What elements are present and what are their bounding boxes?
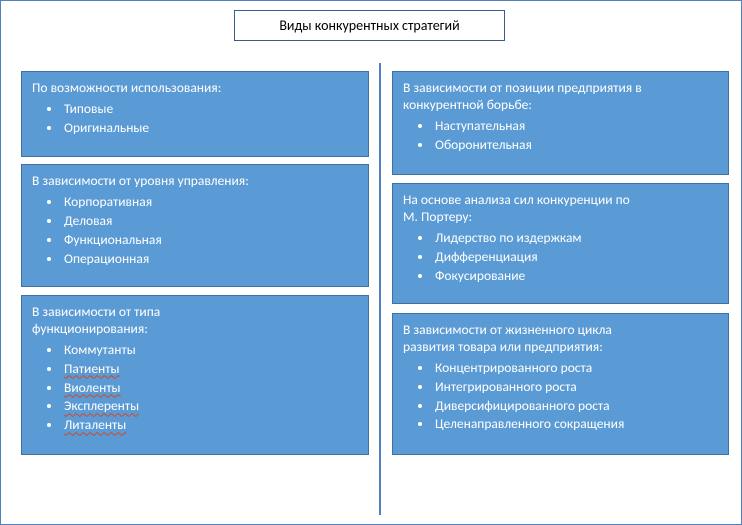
list-item: Типовые (62, 101, 358, 118)
card-list: Типовые Оригинальные (32, 101, 358, 137)
list-item: Лидерство по издержкам (433, 230, 718, 247)
card-list: Наступательная Оборонительная (403, 118, 718, 154)
list-item: Оборонительная (433, 137, 718, 154)
card-list: Коммутанты Патиенты ВиолентыЭксплеренты Лит… (32, 342, 358, 434)
list-item: Целенаправленного сокращения (433, 416, 718, 433)
list-item: Оригинальные (62, 120, 358, 137)
card-heading: В зависимости от уровня управления: (32, 173, 358, 190)
vertical-divider (379, 63, 381, 515)
title-box: Виды конкурентных стратегий (234, 10, 505, 41)
card-heading: В зависимости от типафункционирования: (32, 304, 358, 338)
card-heading: На основе анализа сил конкуренции поМ. П… (403, 192, 718, 226)
card-c5: На основе анализа сил конкуренции поМ. П… (392, 183, 729, 304)
card-list: Корпоративная Деловая Функциональная Операц… (32, 194, 358, 268)
card-c1: По возможности использования: Типовые Ориг… (21, 71, 369, 157)
list-item: Интегрированного роста (433, 379, 718, 396)
card-heading: В зависимости от жизненного цикларазвити… (403, 322, 718, 356)
list-item: Корпоративная (62, 194, 358, 211)
diagram-frame: Виды конкурентных стратегий По возможнос… (0, 0, 742, 525)
card-list: Лидерство по издержкам Дифференциация Фоку… (403, 230, 718, 285)
card-c2: В зависимости от уровня управления: Корпо… (21, 164, 369, 287)
card-heading: В зависимости от позиции предприятия вко… (403, 80, 718, 114)
list-item: Деловая (62, 213, 358, 230)
card-c4: В зависимости от позиции предприятия вко… (392, 71, 729, 175)
card-heading: По возможности использования: (32, 80, 358, 97)
card-list: Концентрированного роста Интегрированного… (403, 360, 718, 434)
list-item: Литаленты (62, 417, 358, 434)
list-item: Фокусирование (433, 268, 718, 285)
list-item: Диверсифицированного роста (433, 398, 718, 415)
list-item: Функциональная (62, 232, 358, 249)
list-item: Операционная (62, 251, 358, 268)
list-item: Коммутанты (62, 342, 358, 359)
list-item: Эксплеренты (62, 398, 358, 415)
list-item: Дифференциация (433, 249, 718, 266)
list-item: Виоленты (62, 380, 358, 397)
card-c6: В зависимости от жизненного цикларазвити… (392, 313, 729, 455)
title-text: Виды конкурентных стратегий (279, 17, 459, 34)
list-item: Патиенты (62, 361, 358, 378)
card-c3: В зависимости от типафункционирования: Ко… (21, 295, 369, 455)
list-item: Наступательная (433, 118, 718, 135)
list-item: Концентрированного роста (433, 360, 718, 377)
